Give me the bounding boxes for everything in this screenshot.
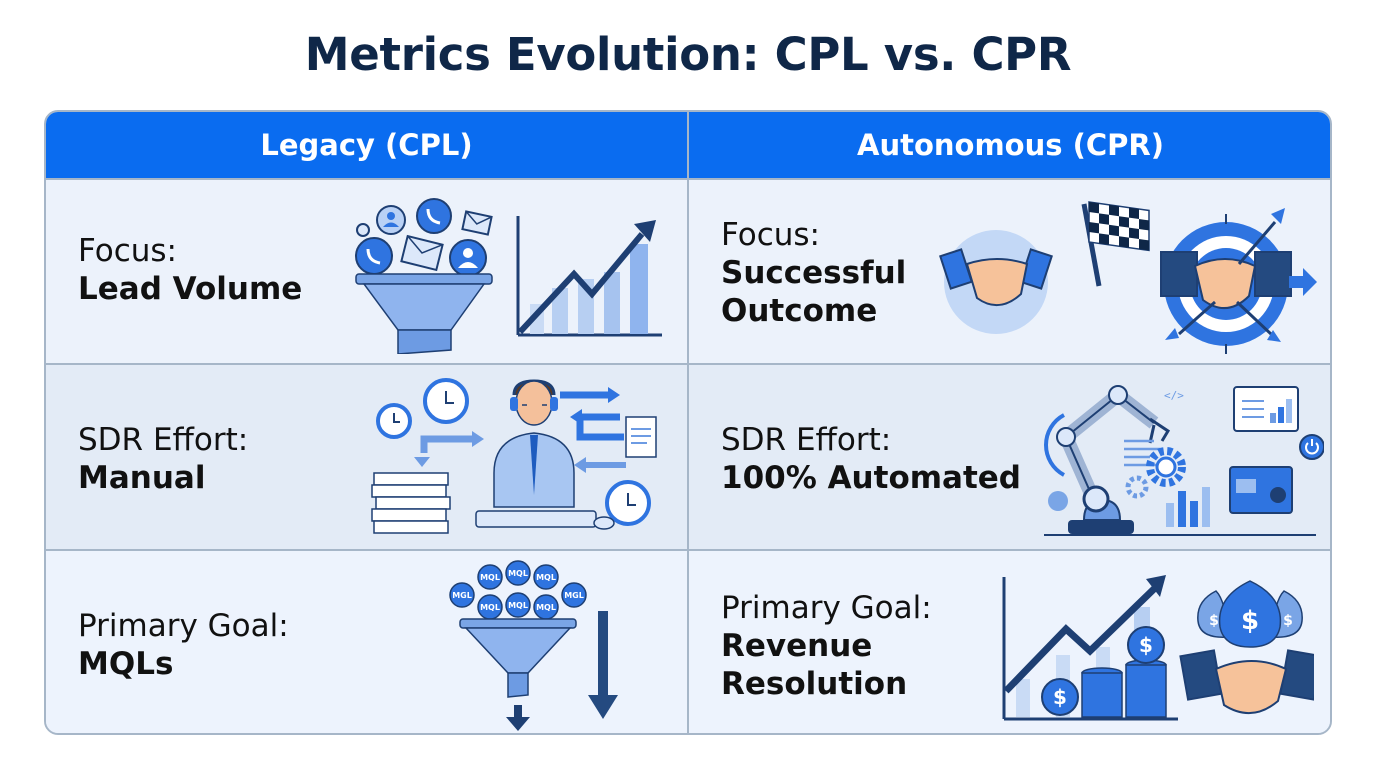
table-row-sdr-effort: SDR Effort: Manual [46,363,1330,550]
sdr-effort-value: Manual [78,460,206,496]
table-row-primary-goal: Primary Goal: MQLs MGL MQL MQL MQL MGL M… [46,549,1330,733]
svg-text:MQL: MQL [536,573,556,582]
focus-value-line1: Successful [721,255,907,291]
cell-autonomous-primary-goal: Primary Goal: Revenue Resolution $ [689,551,1330,733]
primary-goal-label: Primary Goal: [78,608,289,644]
focus-label: Focus: [721,217,820,253]
sdr-effort-value: 100% Automated [721,460,1021,496]
svg-text:MGL: MGL [452,591,472,600]
svg-text:$: $ [1209,613,1219,629]
svg-text:$: $ [1283,613,1293,629]
revenue-growth-handshake-icon: $ $ $ $ $ [1002,575,1314,721]
svg-text:MGL: MGL [564,591,584,600]
focus-value-line2: Outcome [721,293,878,329]
robotic-automation-icon: </> [1044,385,1324,536]
column-header-legacy: Legacy (CPL) [46,112,689,178]
svg-text:$: $ [1053,685,1067,709]
focus-label: Focus: [78,233,177,269]
svg-text:</>: </> [1164,389,1184,402]
svg-text:MQL: MQL [480,603,500,612]
manual-sdr-worker-icon [371,378,657,534]
svg-text:MQL: MQL [508,601,528,610]
svg-text:MQL: MQL [480,573,500,582]
svg-text:MQL: MQL [536,603,556,612]
cell-legacy-primary-goal: Primary Goal: MQLs MGL MQL MQL MQL MGL M… [46,551,689,733]
cell-autonomous-sdr-effort: SDR Effort: 100% Automated </> [689,365,1330,550]
svg-text:$: $ [1139,633,1153,657]
column-header-autonomous: Autonomous (CPR) [689,112,1330,178]
sdr-effort-label: SDR Effort: [721,422,892,458]
handshake-flag-target-icon [939,201,1317,354]
primary-goal-value-line2: Resolution [721,666,908,702]
svg-text:MQL: MQL [508,569,528,578]
focus-value: Lead Volume [78,271,303,307]
cell-legacy-sdr-effort: SDR Effort: Manual [46,365,689,550]
comparison-table: Legacy (CPL) Autonomous (CPR) Focus: Lea… [44,110,1332,735]
cell-legacy-focus: Focus: Lead Volume [46,180,689,364]
cell-autonomous-focus: Focus: Successful Outcome [689,180,1330,364]
table-row-focus: Focus: Lead Volume [46,178,1330,364]
sdr-effort-label: SDR Effort: [78,422,249,458]
svg-text:$: $ [1241,606,1259,636]
mql-funnel-icon: MGL MQL MQL MQL MGL MQL MQL MQL [449,560,618,731]
primary-goal-label: Primary Goal: [721,590,932,626]
primary-goal-value: MQLs [78,646,174,682]
funnel-contacts-icon [355,198,662,354]
primary-goal-value-line1: Revenue [721,628,873,664]
page-title: Metrics Evolution: CPL vs. CPR [304,28,1072,81]
